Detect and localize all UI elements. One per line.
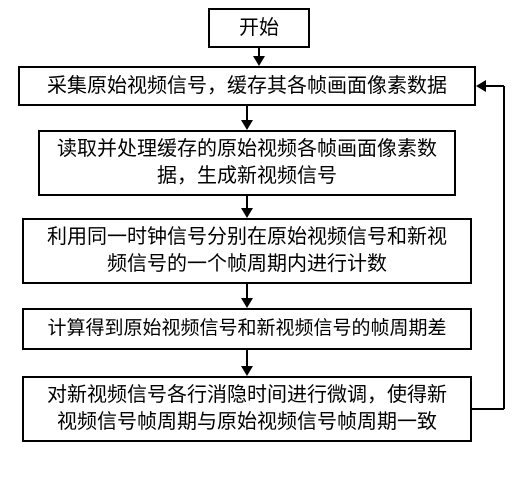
flowchart-node-label: 对新视频信号各行消隐时间进行微调，使得新视频信号帧周期与原始视频信号帧周期一致	[47, 382, 447, 436]
flowchart-node-n4: 计算得到原始视频信号和新视频信号的帧周期差	[22, 308, 472, 350]
flowchart-node-label: 采集原始视频信号，缓存其各帧画面像素数据	[47, 73, 447, 100]
flowchart-node-label: 利用同一时钟信号分别在原始视频信号和新视频信号的一个帧周期内进行计数	[47, 224, 447, 278]
flowchart-node-n2: 读取并处理缓存的原始视频各帧画面像素数据，生成新视频信号	[38, 130, 456, 196]
flowchart-node-n1: 采集原始视频信号，缓存其各帧画面像素数据	[18, 66, 476, 106]
flowchart-node-label: 读取并处理缓存的原始视频各帧画面像素数据，生成新视频信号	[57, 136, 437, 190]
flowchart-node-n3: 利用同一时钟信号分别在原始视频信号和新视频信号的一个帧周期内进行计数	[22, 218, 472, 284]
flowchart-node-start: 开始	[208, 8, 310, 48]
flowchart-node-label: 开始	[239, 15, 279, 42]
flowchart-node-label: 计算得到原始视频信号和新视频信号的帧周期差	[47, 316, 446, 342]
flowchart-node-n5: 对新视频信号各行消隐时间进行微调，使得新视频信号帧周期与原始视频信号帧周期一致	[22, 376, 472, 442]
